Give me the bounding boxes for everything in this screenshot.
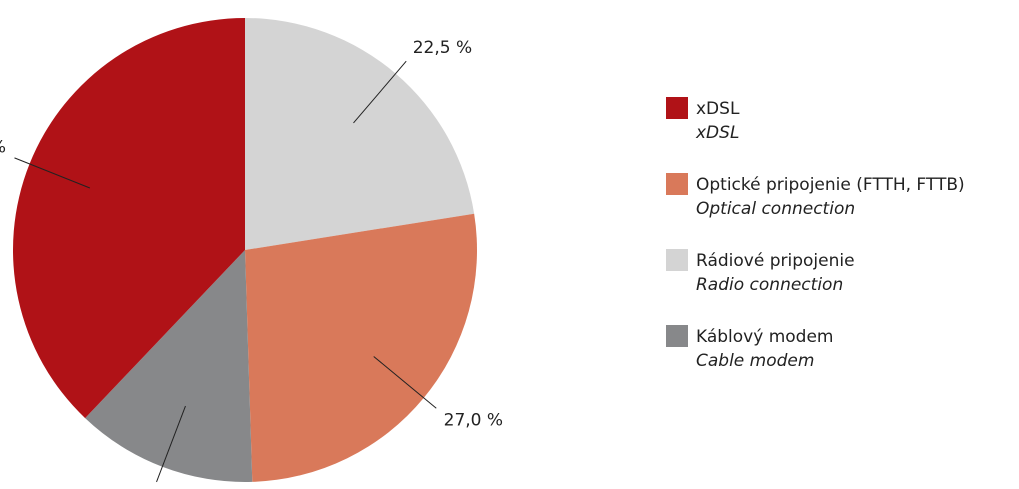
legend-label: Rádiové pripojenie bbox=[696, 251, 855, 271]
legend-swatch bbox=[666, 249, 688, 271]
pie-slice bbox=[245, 18, 475, 250]
value-label: 37,9 % bbox=[0, 137, 6, 157]
leader-line bbox=[14, 157, 91, 189]
pie-slice bbox=[245, 213, 477, 482]
legend-swatch bbox=[666, 325, 688, 347]
value-label: 22,5 % bbox=[413, 38, 472, 58]
legend-label-en: Cable modem bbox=[696, 351, 814, 371]
legend-swatch bbox=[666, 97, 688, 119]
legend-label: xDSL bbox=[696, 99, 740, 119]
leader-line bbox=[353, 60, 407, 124]
legend-label-en: Radio connection bbox=[696, 275, 843, 295]
value-label: 27,0 % bbox=[444, 411, 503, 431]
leader-line bbox=[373, 356, 437, 409]
legend-label: Optické pripojenie (FTTH, FTTB) bbox=[696, 175, 965, 195]
pie-slice bbox=[85, 250, 253, 482]
legend-label: Káblový modem bbox=[696, 327, 833, 347]
pie-slice bbox=[12, 18, 246, 419]
value-label: 12,6 % bbox=[93, 486, 152, 489]
leader-line bbox=[156, 405, 186, 483]
legend-swatch bbox=[666, 173, 688, 195]
legend-label-en: xDSL bbox=[695, 123, 739, 143]
legend-label-en: Optical connection bbox=[696, 199, 855, 219]
